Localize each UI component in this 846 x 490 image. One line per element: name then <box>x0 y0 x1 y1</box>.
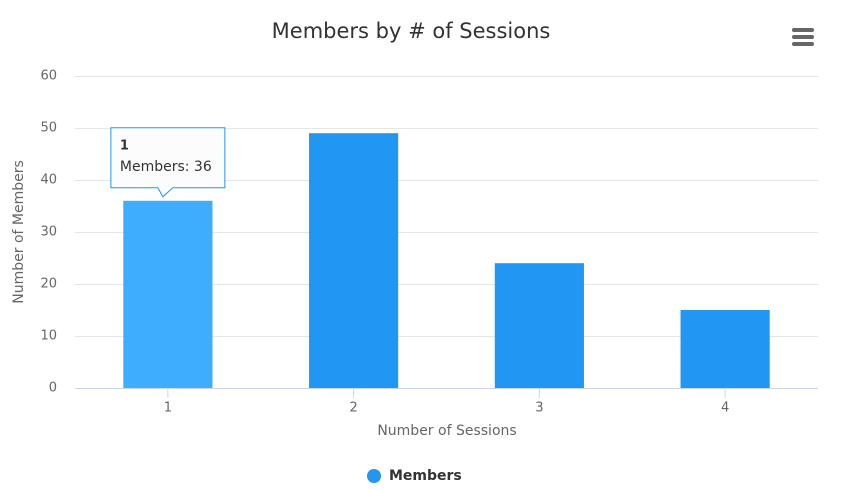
chart-title: Members by # of Sessions <box>272 19 551 43</box>
y-tick-label: 50 <box>40 121 57 136</box>
bar <box>494 263 584 388</box>
y-tick-label: 40 <box>40 173 57 188</box>
y-axis-title: Number of Members <box>11 160 27 304</box>
bar <box>680 310 770 388</box>
y-tick-label: 20 <box>40 277 57 292</box>
tooltip-box <box>110 127 226 198</box>
bar <box>309 133 399 388</box>
x-tick-label: 2 <box>349 401 357 416</box>
x-tick-label: 3 <box>535 401 543 416</box>
y-tick-label: 10 <box>40 329 57 344</box>
legend-label[interactable]: Members <box>389 468 462 484</box>
y-tick-label: 30 <box>40 225 57 240</box>
menu-button[interactable] <box>792 28 814 46</box>
x-tick-label: 4 <box>721 401 729 416</box>
tooltip: 1 Members: 36 <box>110 127 226 198</box>
x-axis-title: Number of Sessions <box>377 423 516 439</box>
tooltip-title: 1 <box>120 138 129 153</box>
y-tick-label: 60 <box>40 69 57 84</box>
tooltip-text: Members: 36 <box>120 159 212 175</box>
legend-marker <box>367 469 381 483</box>
bar <box>123 200 213 388</box>
x-tick-label: 1 <box>164 401 172 416</box>
y-tick-label: 0 <box>49 381 57 396</box>
